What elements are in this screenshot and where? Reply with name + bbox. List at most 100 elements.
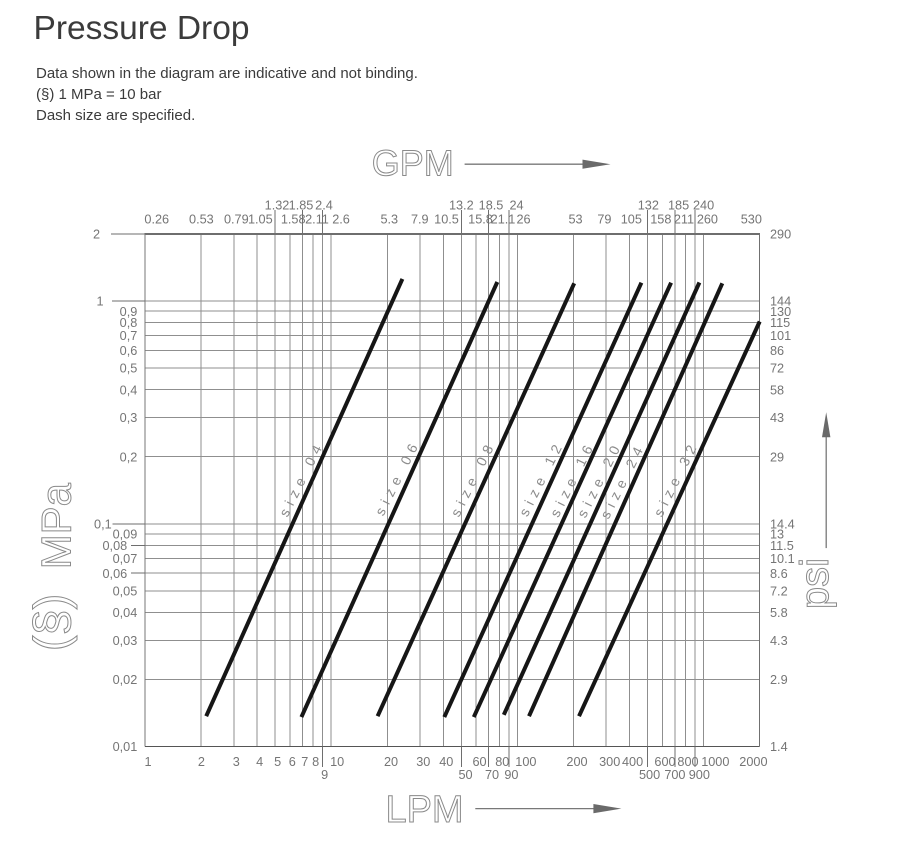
svg-text:86: 86: [770, 344, 784, 358]
svg-text:0.79: 0.79: [224, 212, 249, 226]
svg-text:900: 900: [689, 768, 710, 782]
svg-text:58: 58: [770, 383, 784, 397]
svg-text:MPa: MPa: [33, 482, 80, 569]
svg-text:2.6: 2.6: [332, 212, 350, 226]
svg-text:20: 20: [384, 755, 398, 769]
svg-text:50: 50: [458, 768, 472, 782]
svg-text:2.11: 2.11: [305, 212, 329, 226]
svg-text:3: 3: [233, 755, 240, 769]
svg-text:LPM: LPM: [385, 789, 463, 831]
svg-text:1.85: 1.85: [289, 199, 314, 213]
svg-text:500: 500: [639, 768, 660, 782]
svg-text:0,06: 0,06: [102, 567, 127, 581]
svg-text:0,1: 0,1: [94, 517, 112, 531]
svg-text:0,04: 0,04: [113, 606, 138, 620]
svg-text:0,05: 0,05: [113, 585, 138, 599]
svg-text:0,02: 0,02: [113, 673, 138, 687]
svg-text:158: 158: [650, 212, 671, 226]
svg-text:185: 185: [668, 199, 689, 213]
svg-text:7: 7: [301, 755, 308, 769]
svg-text:5.8: 5.8: [770, 606, 788, 620]
svg-text:0,6: 0,6: [120, 344, 138, 358]
svg-text:115: 115: [770, 316, 790, 330]
svg-text:4.3: 4.3: [770, 634, 788, 648]
svg-text:6: 6: [289, 755, 296, 769]
svg-text:1.58: 1.58: [281, 212, 306, 226]
svg-text:0,8: 0,8: [120, 316, 138, 330]
svg-text:800: 800: [677, 755, 698, 769]
svg-text:2000: 2000: [739, 755, 767, 769]
svg-text:13.2: 13.2: [449, 199, 474, 213]
svg-text:5.3: 5.3: [380, 212, 398, 226]
svg-text:13: 13: [770, 528, 784, 542]
svg-text:8: 8: [312, 755, 319, 769]
svg-text:0,3: 0,3: [120, 411, 138, 425]
svg-text:psi: psi: [793, 558, 837, 609]
svg-text:1000: 1000: [701, 755, 729, 769]
svg-text:43: 43: [770, 411, 784, 425]
svg-text:70: 70: [485, 768, 499, 782]
svg-text:9: 9: [321, 768, 328, 782]
svg-text:7.9: 7.9: [411, 212, 429, 226]
svg-text:30: 30: [416, 755, 430, 769]
svg-text:300: 300: [599, 755, 620, 769]
svg-text:10: 10: [330, 755, 344, 769]
svg-text:101: 101: [770, 329, 791, 343]
svg-text:4: 4: [256, 755, 263, 769]
svg-text:0,08: 0,08: [102, 539, 127, 553]
svg-text:240: 240: [693, 199, 714, 213]
svg-text:1.32: 1.32: [265, 199, 290, 213]
svg-text:18.5: 18.5: [479, 199, 504, 213]
svg-text:0.53: 0.53: [189, 212, 214, 226]
svg-text:53: 53: [568, 212, 582, 226]
svg-text:700: 700: [664, 768, 685, 782]
svg-text:(§): (§): [24, 594, 77, 651]
svg-text:10.5: 10.5: [434, 212, 459, 226]
svg-text:0,9: 0,9: [120, 305, 138, 319]
svg-text:60: 60: [472, 755, 486, 769]
svg-text:130: 130: [770, 305, 791, 319]
svg-text:2: 2: [198, 755, 205, 769]
svg-text:0,03: 0,03: [113, 634, 138, 648]
svg-text:24: 24: [510, 199, 524, 213]
svg-text:40: 40: [439, 755, 453, 769]
svg-text:200: 200: [566, 755, 587, 769]
svg-text:105: 105: [621, 212, 642, 226]
svg-text:144: 144: [770, 295, 791, 309]
svg-text:400: 400: [622, 755, 643, 769]
svg-text:1: 1: [144, 755, 151, 769]
svg-text:0,07: 0,07: [113, 552, 138, 566]
svg-text:1.4: 1.4: [770, 740, 788, 754]
svg-text:600: 600: [654, 755, 675, 769]
svg-text:1: 1: [96, 295, 103, 309]
svg-text:132: 132: [638, 199, 659, 213]
svg-text:21.1: 21.1: [491, 212, 516, 226]
svg-text:0.26: 0.26: [144, 212, 169, 226]
svg-text:100: 100: [515, 755, 536, 769]
svg-text:11.5: 11.5: [770, 539, 794, 553]
svg-text:14.4: 14.4: [770, 517, 795, 531]
svg-text:26: 26: [517, 212, 531, 226]
svg-text:79: 79: [597, 212, 611, 226]
svg-text:GPM: GPM: [372, 142, 454, 183]
svg-text:1.05: 1.05: [248, 212, 273, 226]
svg-text:290: 290: [770, 228, 791, 242]
svg-text:15.8: 15.8: [468, 212, 493, 226]
svg-text:7.2: 7.2: [770, 585, 788, 599]
svg-text:530: 530: [741, 212, 762, 226]
svg-text:0,4: 0,4: [120, 383, 138, 397]
svg-text:0,2: 0,2: [120, 450, 138, 464]
svg-text:0,5: 0,5: [120, 362, 138, 376]
svg-text:2.4: 2.4: [315, 199, 333, 213]
svg-text:211: 211: [674, 212, 694, 226]
svg-text:2.9: 2.9: [770, 673, 788, 687]
svg-text:5: 5: [274, 755, 281, 769]
svg-text:29: 29: [770, 450, 784, 464]
svg-text:0,7: 0,7: [120, 329, 138, 343]
svg-text:80: 80: [495, 755, 509, 769]
svg-text:0,09: 0,09: [113, 528, 138, 542]
svg-text:260: 260: [697, 212, 718, 226]
svg-text:72: 72: [770, 362, 784, 376]
svg-text:0,01: 0,01: [113, 740, 138, 754]
svg-text:2: 2: [93, 228, 100, 242]
